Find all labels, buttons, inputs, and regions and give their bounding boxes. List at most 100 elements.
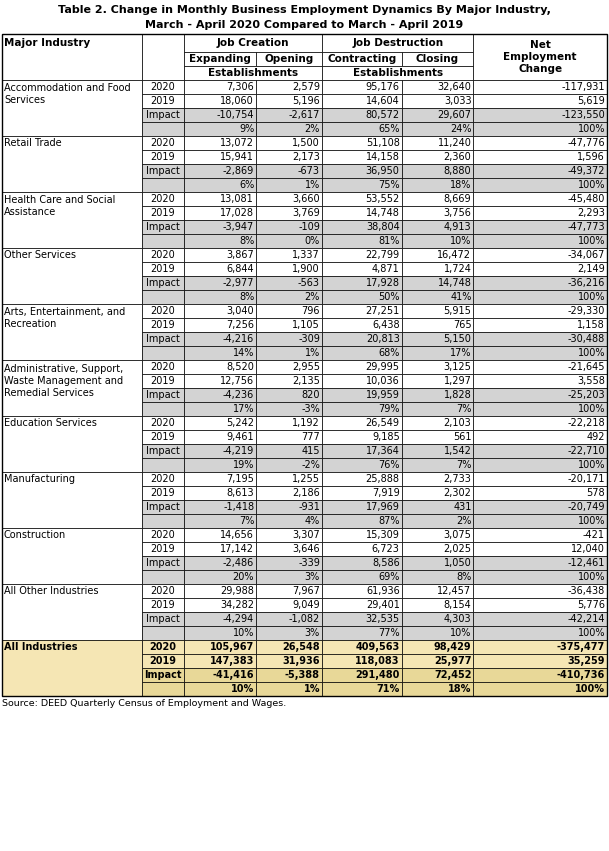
- Text: 5,196: 5,196: [292, 96, 320, 106]
- Bar: [402, 304, 473, 318]
- Bar: [185, 108, 256, 122]
- Text: 3%: 3%: [304, 572, 320, 582]
- Bar: [141, 122, 185, 136]
- Bar: [185, 304, 256, 318]
- Text: Major Industry: Major Industry: [4, 38, 90, 48]
- Text: 20,813: 20,813: [366, 334, 400, 344]
- Text: Table 2. Change in Monthly Business Employment Dynamics By Major Industry,: Table 2. Change in Monthly Business Empl…: [58, 5, 551, 15]
- Bar: [402, 584, 473, 598]
- Text: -36,216: -36,216: [568, 278, 605, 288]
- Bar: [402, 220, 473, 234]
- Bar: [185, 178, 256, 192]
- Text: 3,756: 3,756: [443, 208, 471, 218]
- Text: 17%: 17%: [233, 404, 254, 414]
- Text: 4,871: 4,871: [372, 264, 400, 274]
- Bar: [473, 206, 607, 220]
- Bar: [473, 640, 607, 654]
- Bar: [256, 500, 322, 514]
- Bar: [256, 234, 322, 248]
- Text: 2019: 2019: [150, 264, 175, 274]
- Text: 1,337: 1,337: [292, 250, 320, 260]
- Text: 6,723: 6,723: [372, 544, 400, 554]
- Text: 6,438: 6,438: [372, 320, 400, 330]
- Bar: [2, 192, 141, 248]
- Text: Manufacturing: Manufacturing: [4, 474, 75, 484]
- Bar: [322, 164, 402, 178]
- Text: 16,472: 16,472: [437, 250, 471, 260]
- Text: -410,736: -410,736: [557, 670, 605, 680]
- Text: 8,880: 8,880: [444, 166, 471, 176]
- Bar: [402, 668, 473, 682]
- Bar: [256, 472, 322, 486]
- Text: 6%: 6%: [239, 180, 254, 190]
- Text: -41,416: -41,416: [213, 670, 254, 680]
- Text: 2020: 2020: [150, 194, 175, 204]
- Text: 4,913: 4,913: [444, 222, 471, 232]
- Text: Impact: Impact: [146, 222, 180, 232]
- Bar: [402, 430, 473, 444]
- Text: 2019: 2019: [150, 432, 175, 442]
- Text: 1,297: 1,297: [443, 376, 471, 386]
- Bar: [141, 612, 185, 626]
- Text: 11,240: 11,240: [438, 138, 471, 148]
- Text: 7,967: 7,967: [292, 586, 320, 596]
- Text: 17,928: 17,928: [365, 278, 400, 288]
- Text: 1,050: 1,050: [444, 558, 471, 568]
- Bar: [256, 164, 322, 178]
- Bar: [141, 542, 185, 556]
- Text: 15,309: 15,309: [366, 530, 400, 540]
- Text: -4,216: -4,216: [223, 334, 254, 344]
- Text: 27,251: 27,251: [365, 306, 400, 316]
- Bar: [322, 122, 402, 136]
- Text: 14,158: 14,158: [366, 152, 400, 162]
- Text: 61,936: 61,936: [366, 586, 400, 596]
- Text: 41%: 41%: [450, 292, 471, 302]
- Text: 79%: 79%: [378, 404, 400, 414]
- Bar: [185, 276, 256, 290]
- Text: 8%: 8%: [456, 572, 471, 582]
- Bar: [473, 262, 607, 276]
- Bar: [473, 514, 607, 528]
- Text: 2,025: 2,025: [443, 544, 471, 554]
- Text: 765: 765: [453, 320, 471, 330]
- Bar: [141, 248, 185, 262]
- Text: -673: -673: [298, 166, 320, 176]
- Text: -4,236: -4,236: [223, 390, 254, 400]
- Text: 7,919: 7,919: [372, 488, 400, 498]
- Bar: [322, 66, 473, 80]
- Bar: [473, 598, 607, 612]
- Bar: [141, 150, 185, 164]
- Text: -25,203: -25,203: [568, 390, 605, 400]
- Text: 13,081: 13,081: [220, 194, 254, 204]
- Text: Impact: Impact: [146, 390, 180, 400]
- Text: -3,947: -3,947: [223, 222, 254, 232]
- Text: 36,950: 36,950: [366, 166, 400, 176]
- Bar: [473, 486, 607, 500]
- Text: 2019: 2019: [150, 96, 175, 106]
- Bar: [185, 402, 256, 416]
- Text: Job Destruction: Job Destruction: [352, 38, 443, 48]
- Bar: [322, 332, 402, 346]
- Bar: [185, 234, 256, 248]
- Text: Impact: Impact: [146, 446, 180, 456]
- Bar: [256, 640, 322, 654]
- Text: -47,776: -47,776: [568, 138, 605, 148]
- Bar: [185, 458, 256, 472]
- Text: Impact: Impact: [146, 558, 180, 568]
- Text: 2019: 2019: [150, 152, 175, 162]
- Bar: [256, 598, 322, 612]
- Text: 25,977: 25,977: [434, 656, 471, 666]
- Text: -123,550: -123,550: [561, 110, 605, 120]
- Bar: [256, 528, 322, 542]
- Bar: [402, 570, 473, 584]
- Text: 3,125: 3,125: [443, 362, 471, 372]
- Bar: [185, 542, 256, 556]
- Bar: [322, 136, 402, 150]
- Bar: [141, 500, 185, 514]
- Text: 3,040: 3,040: [227, 306, 254, 316]
- Text: 492: 492: [586, 432, 605, 442]
- Text: 2020: 2020: [150, 362, 175, 372]
- Bar: [141, 458, 185, 472]
- Bar: [141, 94, 185, 108]
- Bar: [185, 136, 256, 150]
